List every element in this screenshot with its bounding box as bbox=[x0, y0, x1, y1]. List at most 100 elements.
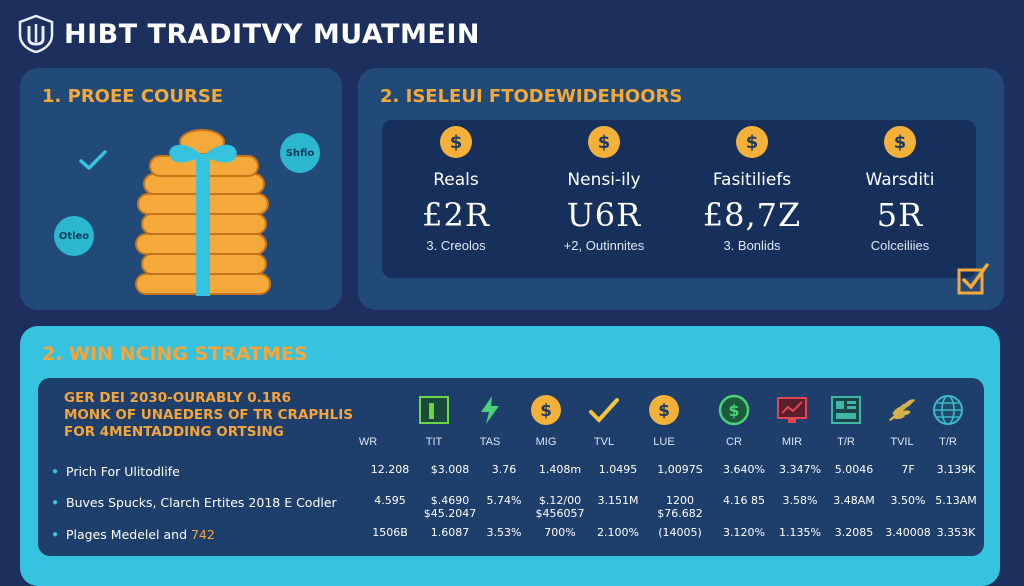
table-heading-line: GER DEI 2030-OURABLY 0.1R6 bbox=[64, 390, 291, 406]
table-cell: 5.0046 bbox=[834, 463, 874, 476]
table-cell: 1,0097S bbox=[657, 463, 703, 476]
table-cell: 1.135% bbox=[779, 526, 821, 539]
table-cell: 4.16 85 bbox=[723, 494, 765, 507]
table-cell: $.12/00 $456057 bbox=[535, 494, 585, 520]
table-cell: 3.53% bbox=[486, 526, 522, 539]
course-panel: 1. PROEE COURSE Shfio Otleo bbox=[20, 68, 342, 310]
course-panel-title: 1. PROEE COURSE bbox=[42, 86, 224, 107]
column-header[interactable]: T/R bbox=[810, 378, 882, 448]
table-cell: 3.58% bbox=[782, 494, 818, 507]
table-cell: 1.6087 bbox=[430, 526, 470, 539]
stats-panel: 2. ISELEUI FTODEWIDEHOORS $ Reals £2R 3.… bbox=[358, 68, 1004, 310]
row-name: Prich For Ulitodlife bbox=[66, 464, 180, 479]
stat-sub: 3. Creolos bbox=[426, 238, 486, 253]
column-header[interactable]: $ MIG bbox=[510, 378, 582, 448]
table-cell: 3.347% bbox=[779, 463, 821, 476]
table-cell: $3.008 bbox=[430, 463, 470, 476]
stats-box: $ Reals £2R 3. Creolos $ Nensi-ily U6R +… bbox=[382, 120, 976, 278]
lightning-icon bbox=[474, 394, 506, 426]
check-icon bbox=[588, 394, 620, 426]
bullet-icon: ● bbox=[52, 529, 59, 540]
table-cell: 1.408m bbox=[538, 463, 582, 476]
stat-value: £2R bbox=[422, 196, 490, 234]
stat-card[interactable]: $ Fasitiliefs £8,7Z 3. Bonlids bbox=[678, 120, 826, 278]
table-cell: 12.208 bbox=[370, 463, 410, 476]
stat-card[interactable]: $ Reals £2R 3. Creolos bbox=[382, 120, 530, 278]
table-cell: 5.13AM bbox=[935, 494, 977, 507]
stat-sub: Colceiliies bbox=[870, 238, 930, 253]
checkbox-icon[interactable] bbox=[956, 262, 990, 296]
table-cell: 3.76 bbox=[491, 463, 517, 476]
table-cell: 3.2085 bbox=[834, 526, 874, 539]
dollar-circle-icon: $ bbox=[718, 394, 750, 426]
table-cell: $.4690 $45.2047 bbox=[423, 494, 477, 520]
stat-value: £8,7Z bbox=[702, 196, 802, 234]
column-header[interactable]: TIT bbox=[398, 378, 470, 448]
wheat-icon bbox=[886, 394, 918, 426]
table-cell: 3.640% bbox=[723, 463, 765, 476]
badge-bottom: Otleo bbox=[54, 216, 94, 256]
strategies-panel: 2. WIN NCING STRATMES GER DEI 2030-OURAB… bbox=[20, 326, 1000, 586]
table-heading: GER DEI 2030-OURABLY 0.1R6 MONK OF UNAED… bbox=[64, 390, 364, 441]
row-name: Buves Spucks, Clarch Ertites 2018 E Codl… bbox=[66, 495, 337, 510]
dollar-coin-icon: $ bbox=[884, 126, 916, 158]
table-cell: 3.50% bbox=[890, 494, 926, 507]
stat-sub: +2, Outinnites bbox=[563, 238, 645, 253]
table-heading-line: FOR 4MENTADDING ORTSING bbox=[64, 424, 284, 440]
table-cell: 3.120% bbox=[723, 526, 765, 539]
column-header[interactable]: TAS bbox=[454, 378, 526, 448]
globe-icon bbox=[932, 394, 964, 426]
stat-label: Warsditi bbox=[865, 170, 935, 190]
column-header[interactable]: MIR bbox=[756, 378, 828, 448]
column-header[interactable]: $ LUE bbox=[628, 378, 700, 448]
stats-panel-title: 2. ISELEUI FTODEWIDEHOORS bbox=[380, 86, 683, 107]
column-header[interactable]: TVL bbox=[568, 378, 640, 448]
stat-sub: 3. Bonlids bbox=[723, 238, 781, 253]
badge-top: Shfio bbox=[280, 133, 320, 173]
table-cell: 1.0495 bbox=[598, 463, 638, 476]
stat-card[interactable]: $ Nensi-ily U6R +2, Outinnites bbox=[530, 120, 678, 278]
stat-label: Nensi-ily bbox=[567, 170, 641, 190]
table-row[interactable]: ● Buves Spucks, Clarch Ertites 2018 E Co… bbox=[52, 491, 982, 520]
chart-icon bbox=[418, 394, 450, 426]
gift-coin-stack-icon bbox=[135, 129, 271, 296]
table-cell: (14005) bbox=[658, 526, 702, 539]
check-icon bbox=[79, 150, 107, 170]
dollar-coin-icon: $ bbox=[440, 126, 472, 158]
monitor-chart-icon bbox=[776, 394, 808, 426]
table-cell: 7F bbox=[901, 463, 915, 476]
shield-logo-icon bbox=[18, 15, 54, 53]
row-name: Plages Medelel and 742 bbox=[66, 527, 215, 542]
table-row[interactable]: ● Plages Medelel and 742 1506B 1.6087 3.… bbox=[52, 523, 982, 549]
table-row[interactable]: ● Prich For Ulitodlife 12.208 $3.008 3.7… bbox=[52, 460, 982, 486]
table-cell: 3.353K bbox=[936, 526, 976, 539]
column-header[interactable]: TVIL bbox=[866, 378, 938, 448]
column-header[interactable]: $ CR bbox=[698, 378, 770, 448]
app-title: HIBT TRADITVY MUATMEIN bbox=[64, 18, 480, 50]
stat-card[interactable]: $ Warsditi 5R Colceiliies bbox=[826, 120, 974, 278]
svg-text:$: $ bbox=[728, 401, 739, 420]
table-cell: 2.100% bbox=[597, 526, 639, 539]
table-heading-line: MONK OF UNAEDERS OF TR CRAPHLIS bbox=[64, 407, 353, 423]
dollar-coin-icon: $ bbox=[588, 126, 620, 158]
svg-text:$: $ bbox=[540, 401, 552, 421]
dollar-coin-icon: $ bbox=[530, 394, 562, 426]
stat-value: 5R bbox=[876, 196, 924, 234]
dollar-coin-icon: $ bbox=[648, 394, 680, 426]
strategies-panel-title: 2. WIN NCING STRATMES bbox=[42, 343, 308, 365]
dashboard-icon bbox=[830, 394, 862, 426]
column-header[interactable]: T/R bbox=[912, 378, 984, 448]
svg-text:$: $ bbox=[658, 401, 670, 421]
table-cell: 3.139K bbox=[936, 463, 976, 476]
table-cell: 3.48AM bbox=[833, 494, 875, 507]
app-header: HIBT TRADITVY MUATMEIN bbox=[18, 12, 480, 56]
column-header[interactable]: WR bbox=[358, 436, 378, 448]
stat-label: Fasitiliefs bbox=[712, 170, 792, 190]
stat-label: Reals bbox=[433, 170, 479, 190]
bullet-icon: ● bbox=[52, 466, 59, 477]
table-cell: 3.151M bbox=[597, 494, 639, 507]
table-cell: 700% bbox=[544, 526, 576, 539]
table-cell: 1506B bbox=[372, 526, 408, 539]
stat-value: U6R bbox=[566, 196, 642, 234]
dollar-coin-icon: $ bbox=[736, 126, 768, 158]
